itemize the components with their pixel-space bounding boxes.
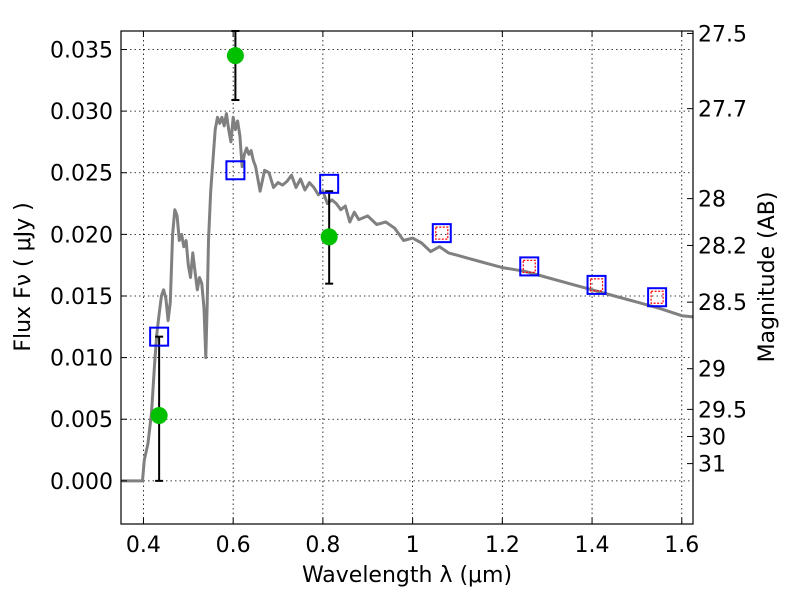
error-bars: [155, 30, 334, 482]
inner-square: [650, 290, 664, 304]
observed-point: [320, 228, 338, 246]
grid-lines: [121, 31, 693, 524]
x-tick-label: 0.6: [216, 533, 251, 558]
observed-photometry: [150, 47, 338, 425]
y-tick-label: 0.030: [50, 100, 113, 125]
x-tick-label: 1.6: [664, 533, 699, 558]
model-photometry-square: [319, 173, 340, 194]
y-tick-label: 0.020: [50, 223, 113, 248]
x-tick-labels: 0.4 0.6 0.8 1 1.2 1.4 1.6: [126, 533, 699, 558]
mag-tick-label: 31: [698, 453, 726, 478]
x-tick-label: 1.4: [575, 533, 610, 558]
mag-tick-label: 27.5: [698, 22, 747, 47]
inner-square: [589, 278, 604, 292]
x-tick-label: 0.4: [126, 533, 161, 558]
model-spectrum-line: [121, 112, 694, 483]
mag-tick-label: 28: [698, 188, 726, 213]
mag-tick-label: 30: [698, 425, 726, 450]
y-tick-label: 0.005: [50, 408, 113, 433]
model-photometry-square: [647, 287, 668, 308]
observed-point: [150, 407, 168, 425]
model-spectrum: [121, 112, 694, 483]
magnitude-tick-labels: 27.5 27.7 28 28.2 28.5 29 29.530 31: [698, 22, 747, 477]
mag-tick-label: 29: [698, 358, 726, 383]
x-tick-label: 1.2: [485, 533, 520, 558]
model-photometry-square: [431, 223, 452, 244]
mag-tick-label: 27.7: [698, 98, 747, 123]
y-tick-label: 0.025: [50, 162, 113, 187]
inner-square: [522, 259, 536, 274]
mag-tick-label: 29.5: [698, 398, 747, 423]
y-tick-labels: 0.000 0.005 0.010 0.015 0.020 0.025 0.030 0.035: [50, 38, 113, 494]
observed-point: [226, 47, 244, 65]
model-photometry: [149, 160, 668, 347]
inner-square: [435, 226, 449, 240]
plot-frame: [120, 30, 694, 525]
y2-axis-label: Magnitude (AB): [755, 192, 780, 363]
y-tick-label: 0.000: [50, 470, 113, 495]
y-tick-label: 0.015: [50, 285, 113, 310]
model-photometry-square: [149, 326, 170, 347]
model-photometry-square: [586, 274, 607, 295]
mag-tick-label: 28.2: [698, 234, 747, 259]
axis-ticks: [121, 31, 693, 524]
x-tick-label: 1: [406, 533, 420, 558]
x-axis-label: Wavelength λ (μm): [302, 563, 512, 588]
y-tick-label: 0.035: [50, 38, 113, 63]
mag-tick-label: 28.5: [698, 291, 747, 316]
model-photometry-square: [519, 256, 540, 277]
y-tick-label: 0.010: [50, 347, 113, 372]
y-axis-label: Flux Fν ( μJy ): [11, 202, 36, 351]
x-tick-label: 0.8: [305, 533, 340, 558]
model-photometry-square: [225, 160, 246, 181]
